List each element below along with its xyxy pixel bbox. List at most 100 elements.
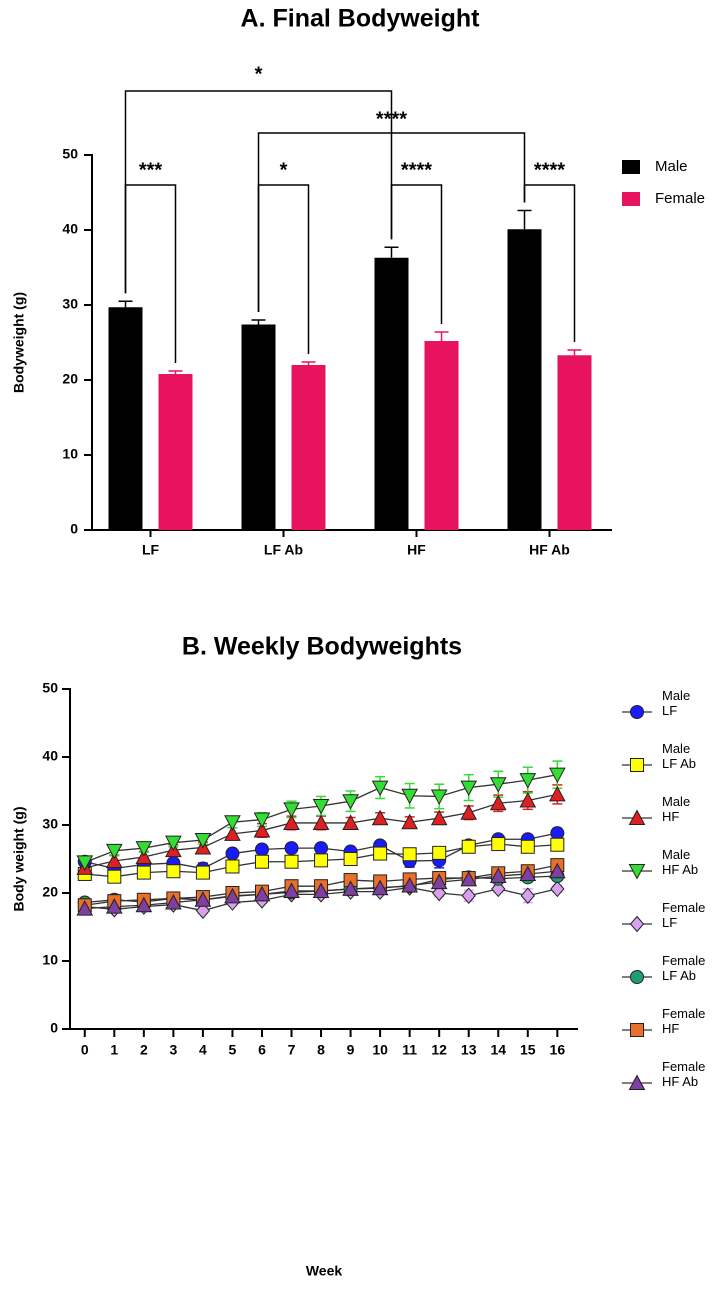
- marker: [254, 854, 269, 869]
- x-tick-label: 7: [288, 1042, 296, 1058]
- legend-label: Female HF: [662, 1006, 706, 1036]
- marker: [314, 853, 329, 868]
- marker: [312, 798, 330, 815]
- significance-label: ****: [401, 159, 432, 181]
- x-tick-label: 13: [461, 1042, 477, 1058]
- legend-label: Male HF: [662, 794, 691, 824]
- bar: [557, 355, 592, 530]
- significance-bracket: [124, 184, 177, 363]
- x-tick-label: 4: [199, 1042, 207, 1058]
- marker: [461, 839, 476, 854]
- marker: [283, 882, 300, 898]
- x-tick-label: 16: [550, 1042, 566, 1058]
- marker: [107, 869, 122, 884]
- marker: [253, 821, 271, 838]
- marker: [283, 802, 300, 818]
- legend-swatch: [622, 160, 640, 174]
- marker: [165, 893, 182, 910]
- y-tick-label: 30: [42, 816, 58, 832]
- legend-entry: Male LF: [662, 688, 690, 718]
- y-tick-label: 0: [70, 521, 78, 537]
- bar: [108, 307, 143, 530]
- x-tick-label: 3: [169, 1042, 177, 1058]
- x-tick-label: 5: [229, 1042, 237, 1058]
- marker: [284, 841, 299, 856]
- marker: [371, 809, 389, 826]
- marker: [135, 841, 153, 857]
- marker: [402, 847, 417, 862]
- marker: [491, 837, 506, 852]
- x-tick-label: 14: [490, 1042, 506, 1058]
- x-tick-label: 6: [258, 1042, 266, 1058]
- legend-label: Female LF Ab: [662, 953, 706, 983]
- marker: [225, 859, 240, 874]
- marker: [489, 867, 507, 883]
- marker: [520, 839, 535, 854]
- y-axis-label: Bodyweight (g): [11, 292, 27, 393]
- significance-bracket: [523, 184, 576, 342]
- marker: [312, 882, 330, 898]
- legend-entry: Female HF Ab: [662, 1059, 706, 1089]
- x-axis-label: Week: [306, 1263, 343, 1279]
- marker: [253, 885, 271, 902]
- error-bar: [567, 349, 582, 356]
- y-tick-label: 30: [62, 296, 78, 312]
- x-tick-label: LF: [142, 542, 160, 558]
- x-tick-label: 12: [431, 1042, 447, 1058]
- marker: [548, 767, 566, 784]
- marker: [548, 862, 566, 879]
- legend-entry: Female LF: [662, 900, 705, 930]
- legend-label: Female HF Ab: [662, 1059, 706, 1089]
- marker: [165, 835, 182, 852]
- marker: [105, 898, 123, 914]
- marker: [76, 900, 94, 916]
- marker: [224, 815, 241, 831]
- marker: [254, 842, 269, 857]
- legend-label: Female: [655, 190, 705, 207]
- marker: [401, 813, 418, 830]
- significance-label: *: [255, 63, 263, 85]
- bar: [241, 324, 276, 530]
- marker: [342, 794, 359, 810]
- x-tick-label: LF Ab: [264, 542, 303, 558]
- marker: [342, 814, 359, 830]
- x-tick-label: 15: [520, 1042, 536, 1058]
- y-axis-label: Body weight (g): [11, 807, 27, 912]
- error-bar: [301, 361, 316, 365]
- legend-marker: [630, 758, 644, 772]
- marker: [195, 902, 211, 919]
- marker: [401, 876, 418, 893]
- marker: [105, 843, 123, 860]
- error-bar: [118, 300, 133, 308]
- bar: [424, 341, 459, 530]
- marker: [489, 794, 507, 811]
- marker: [135, 896, 153, 913]
- marker: [430, 873, 448, 890]
- marker: [520, 887, 535, 904]
- x-tick-label: 1: [110, 1042, 118, 1058]
- legend-marker: [630, 1023, 644, 1037]
- error-bar: [517, 209, 532, 230]
- x-tick-label: 9: [347, 1042, 355, 1058]
- x-tick-label: 10: [372, 1042, 388, 1058]
- marker: [225, 846, 240, 861]
- marker: [76, 855, 94, 871]
- marker: [432, 884, 447, 902]
- y-tick-label: 40: [42, 748, 58, 764]
- marker: [401, 788, 418, 805]
- legend-entry: Male HF: [662, 794, 691, 824]
- bar: [291, 365, 326, 530]
- marker: [489, 777, 507, 793]
- bar: [158, 374, 193, 530]
- error-bar: [434, 331, 449, 341]
- error-bar: [251, 319, 266, 325]
- bar: [507, 229, 542, 530]
- marker: [283, 814, 300, 830]
- significance-label: ***: [139, 159, 163, 181]
- chart-title: A. Final Bodyweight: [241, 5, 481, 33]
- legend-marker: [630, 705, 644, 719]
- marker: [312, 814, 330, 830]
- marker: [519, 865, 537, 881]
- chart-title: B. Weekly Bodyweights: [182, 633, 462, 661]
